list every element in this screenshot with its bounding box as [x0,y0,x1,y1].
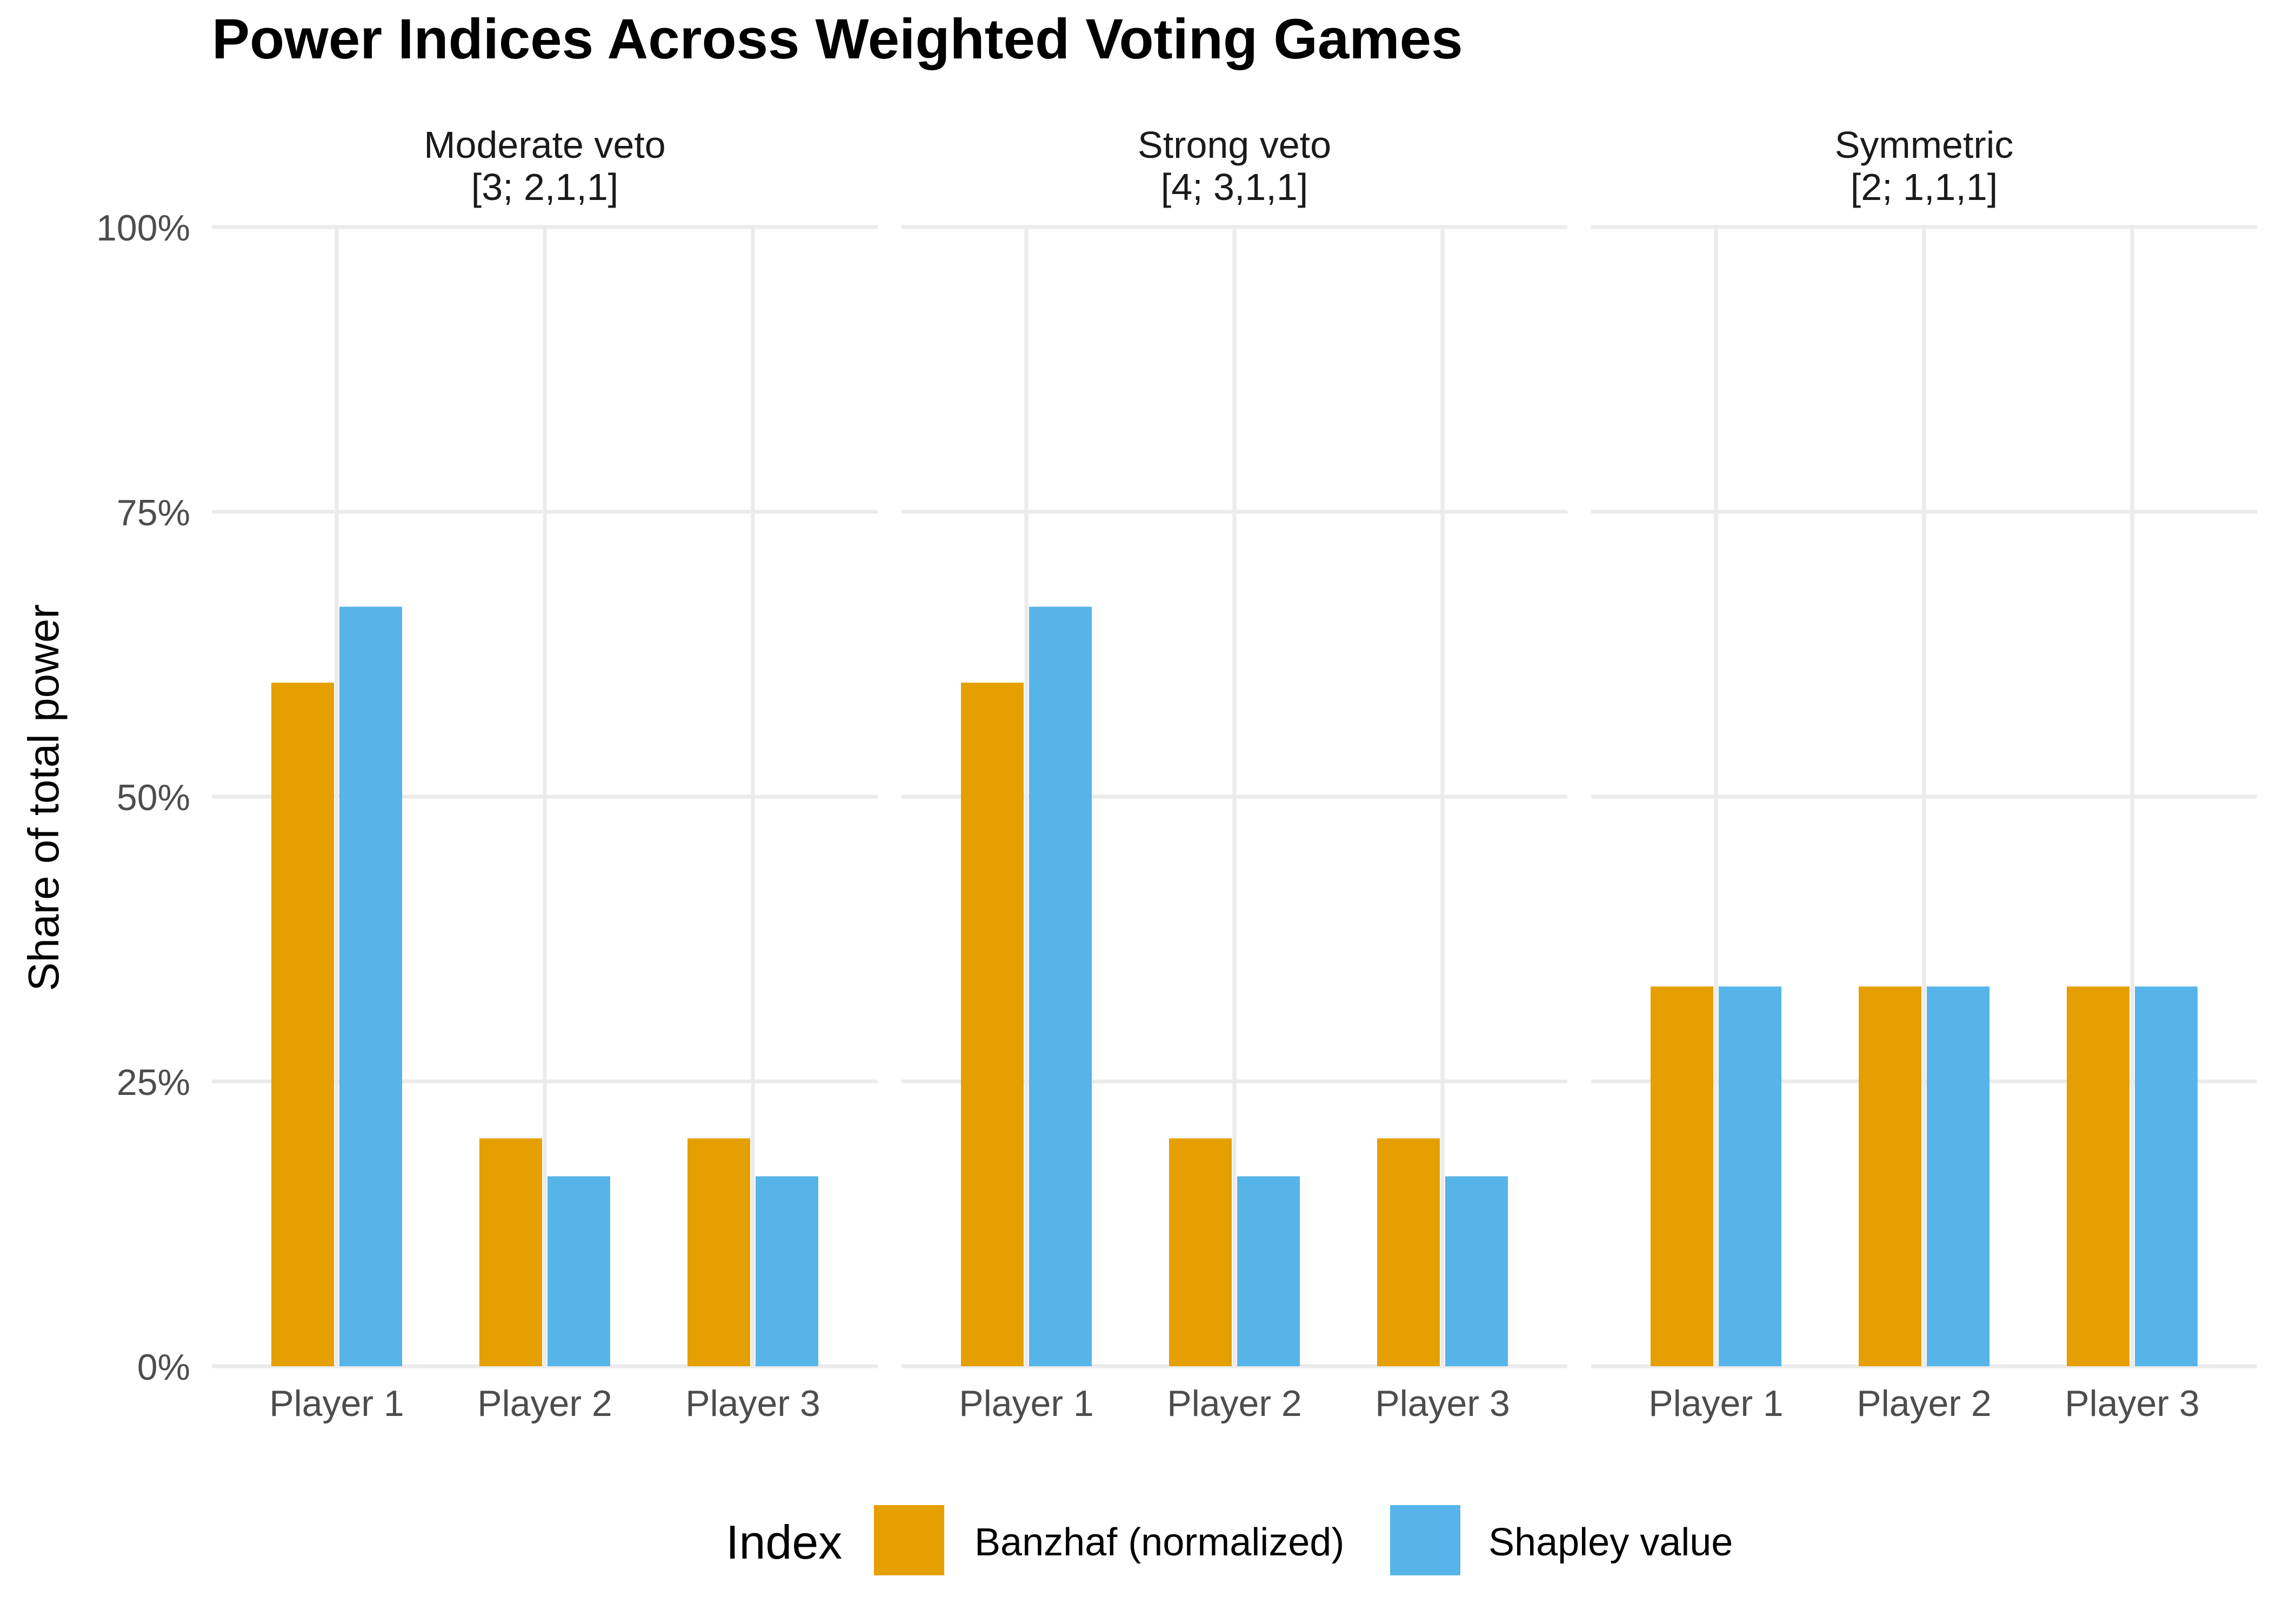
x-tick-label: Player 2 [1167,1383,1301,1424]
bar [1859,986,1921,1366]
y-axis-label: Share of total power [19,604,68,991]
facet-subtitle: [2; 1,1,1] [1851,166,1998,208]
bar [687,1138,750,1366]
bar [1445,1176,1508,1366]
bar [756,1176,818,1366]
bar [271,683,334,1366]
chart-title: Power Indices Across Weighted Voting Gam… [212,8,1463,71]
legend-label-banzhaf: Banzhaf (normalized) [974,1521,1344,1564]
x-tick-label: Player 3 [2065,1383,2199,1424]
facet-panel: Moderate veto[3; 2,1,1] Player 1 Player 2 P… [212,124,878,1424]
bar [2067,986,2129,1366]
bar [1169,1138,1232,1366]
facet-title: Symmetric [1835,124,2014,166]
bar [1651,986,1713,1366]
legend: Index Banzhaf (normalized) Shapley value [726,1505,1733,1575]
y-tick-label: 25% [117,1062,190,1103]
facet-subtitle: [4; 3,1,1] [1161,166,1308,208]
bar [339,606,402,1366]
bar [1377,1138,1440,1366]
bar [1237,1176,1300,1366]
bar [1927,986,1989,1366]
x-tick-label: Player 1 [1648,1383,1783,1424]
x-tick-label: Player 3 [685,1383,820,1424]
y-tick-labels: 0% 25% 50% 75% 100% [96,208,190,1388]
legend-title: Index [726,1515,842,1569]
y-tick-label: 75% [117,492,190,533]
y-tick-label: 0% [137,1347,190,1388]
facet-panel: Strong veto[4; 3,1,1] Player 1 Player 2 Pla… [902,124,1567,1424]
legend-swatch-shapley [1390,1505,1460,1575]
y-tick-label: 50% [117,777,190,818]
x-tick-label: Player 1 [269,1383,404,1424]
bar [1029,606,1092,1366]
bar [2135,986,2198,1366]
facet-panel: Symmetric[2; 1,1,1] Player 1 Player 2 Playe… [1591,124,2257,1424]
bar [961,683,1024,1366]
facet-subtitle: [3; 2,1,1] [471,166,618,208]
panels: Moderate veto[3; 2,1,1] Player 1 Player 2 P… [212,124,2257,1424]
x-tick-label: Player 2 [477,1383,612,1424]
facet-title: Strong veto [1138,124,1331,166]
bar [548,1176,610,1366]
bar [1719,986,1781,1366]
y-tick-label: 100% [96,208,190,249]
facet-title: Moderate veto [424,124,665,166]
x-tick-label: Player 1 [959,1383,1093,1424]
legend-swatch-banzhaf [874,1505,944,1575]
x-tick-label: Player 2 [1857,1383,1991,1424]
bar [479,1138,542,1366]
x-tick-label: Player 3 [1375,1383,1510,1424]
legend-label-shapley: Shapley value [1488,1521,1733,1564]
